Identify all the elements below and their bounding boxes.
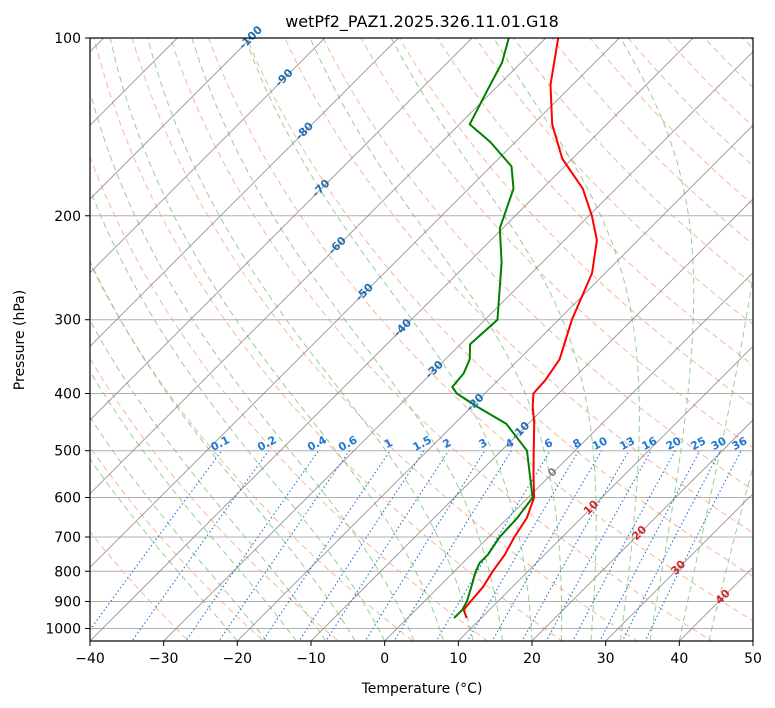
dry-adiabat-line	[246, 38, 753, 578]
y-tick-label: 600	[54, 490, 81, 506]
dry-adiabat-line	[90, 357, 340, 641]
moist-adiabat-line	[708, 464, 753, 641]
isotherm-line	[90, 38, 473, 421]
mixing-ratio-label: 36	[730, 434, 750, 453]
y-tick-label: 400	[54, 387, 81, 403]
mixing-ratio-line	[435, 450, 551, 641]
dry-adiabat-line	[90, 262, 414, 641]
mixing-ratio-line	[393, 450, 512, 641]
moist-adiabat-line	[493, 38, 640, 641]
moist-adiabat-line	[109, 38, 445, 641]
isotherm-line	[531, 419, 753, 641]
series-layer	[451, 38, 598, 619]
chart-title: wetPf2_PAZ1.2025.326.11.01.G18	[285, 12, 559, 32]
isotherm-line	[163, 50, 753, 641]
y-tick-label: 500	[54, 444, 81, 460]
mixing-ratio-line	[298, 450, 425, 641]
moist-adiabat-line	[147, 38, 474, 641]
mixing-ratio-line	[185, 450, 320, 641]
moist-adiabat-line	[90, 259, 356, 641]
moist-adiabat-line	[90, 370, 297, 641]
plot-frame	[89, 37, 754, 642]
dry-adiabat-line	[93, 38, 564, 641]
isotherm-line	[90, 38, 547, 495]
dry-adiabat-line	[90, 446, 265, 641]
x-tick-label: −40	[75, 651, 105, 667]
dry-adiabat-line	[284, 38, 753, 534]
y-tick-label: 800	[54, 564, 81, 580]
dewpoint-line	[451, 38, 534, 619]
dry-adiabat-line	[398, 38, 753, 407]
mixing-ratio-line	[218, 450, 350, 641]
mixing-ratio-line	[325, 450, 450, 641]
moist-adiabat-line	[244, 38, 533, 641]
y-tick-label: 700	[54, 530, 81, 546]
moist-adiabat-line	[90, 458, 238, 641]
dry-adiabat-line	[169, 38, 713, 641]
mixing-ratio-label: 16	[640, 434, 660, 453]
axis-ticks: −40 −30 −20 −10 0 10 20 30 40 50 1000 900 800 700 600 5…	[45, 31, 762, 667]
isotherm-line	[90, 38, 620, 569]
mixing-ratio-label: 25	[688, 434, 708, 453]
y-axis-title: Pressure (hPa)	[12, 290, 28, 390]
x-tick-label: −20	[223, 651, 253, 667]
x-tick-label: 20	[523, 651, 541, 667]
mixing-ratio-label: 10	[590, 434, 610, 453]
isotherm-line	[605, 492, 753, 641]
y-tick-label: 1000	[45, 621, 81, 637]
mixing-ratio-label: 30	[709, 434, 729, 453]
isotherm-line	[90, 38, 326, 274]
moist-adiabat-line	[90, 187, 386, 641]
dry-adiabat-line	[475, 38, 753, 326]
mixing-ratio-label: 20	[664, 434, 684, 453]
y-tick-label: 300	[54, 313, 81, 329]
temperature-line	[462, 38, 598, 619]
y-tick-label: 200	[54, 209, 81, 225]
x-tick-label: 30	[597, 651, 615, 667]
mixing-ratio-line	[131, 450, 270, 641]
isotherm-line	[310, 198, 753, 641]
x-tick-label: 40	[670, 651, 688, 667]
moist-adiabat-line	[678, 38, 753, 641]
moist-adiabat-line	[390, 38, 597, 641]
mixing-ratio-line	[262, 450, 391, 641]
dry-adiabat-line	[131, 38, 638, 641]
mixing-ratio-line	[466, 450, 580, 641]
y-tick-label: 100	[54, 31, 81, 47]
background-lines	[90, 38, 753, 641]
moist-adiabat-line	[309, 38, 563, 641]
mixing-ratio-line	[364, 450, 486, 641]
mixing-ratio-line	[572, 450, 676, 641]
moist-adiabat-line	[90, 416, 268, 641]
moist-adiabat-line	[191, 38, 503, 641]
mixing-ratio-line	[90, 450, 223, 631]
dry-adiabat-line	[207, 38, 753, 622]
x-tick-label: 10	[449, 651, 467, 667]
x-tick-label: −10	[296, 651, 326, 667]
isotherm-line	[457, 345, 753, 641]
dry-adiabat-line	[436, 38, 753, 366]
x-tick-label: 0	[380, 651, 389, 667]
moist-adiabat-line	[620, 38, 695, 641]
x-tick-label: 50	[744, 651, 762, 667]
mixing-ratio-line	[545, 450, 652, 641]
isotherm-line	[90, 38, 399, 348]
mixing-ratio-label: 13	[617, 434, 637, 453]
moist-adiabat-line	[90, 319, 327, 641]
mixing-ratio-line	[521, 450, 630, 641]
x-axis-title: Temperature (°C)	[361, 681, 483, 697]
isotherm-line	[90, 38, 694, 641]
isotherm-line	[236, 124, 753, 641]
dry-adiabat-line	[90, 531, 190, 641]
isotherm-line	[90, 38, 252, 200]
x-tick-label: −30	[149, 651, 179, 667]
isotherm-line	[384, 271, 753, 641]
y-tick-label: 900	[54, 594, 81, 610]
